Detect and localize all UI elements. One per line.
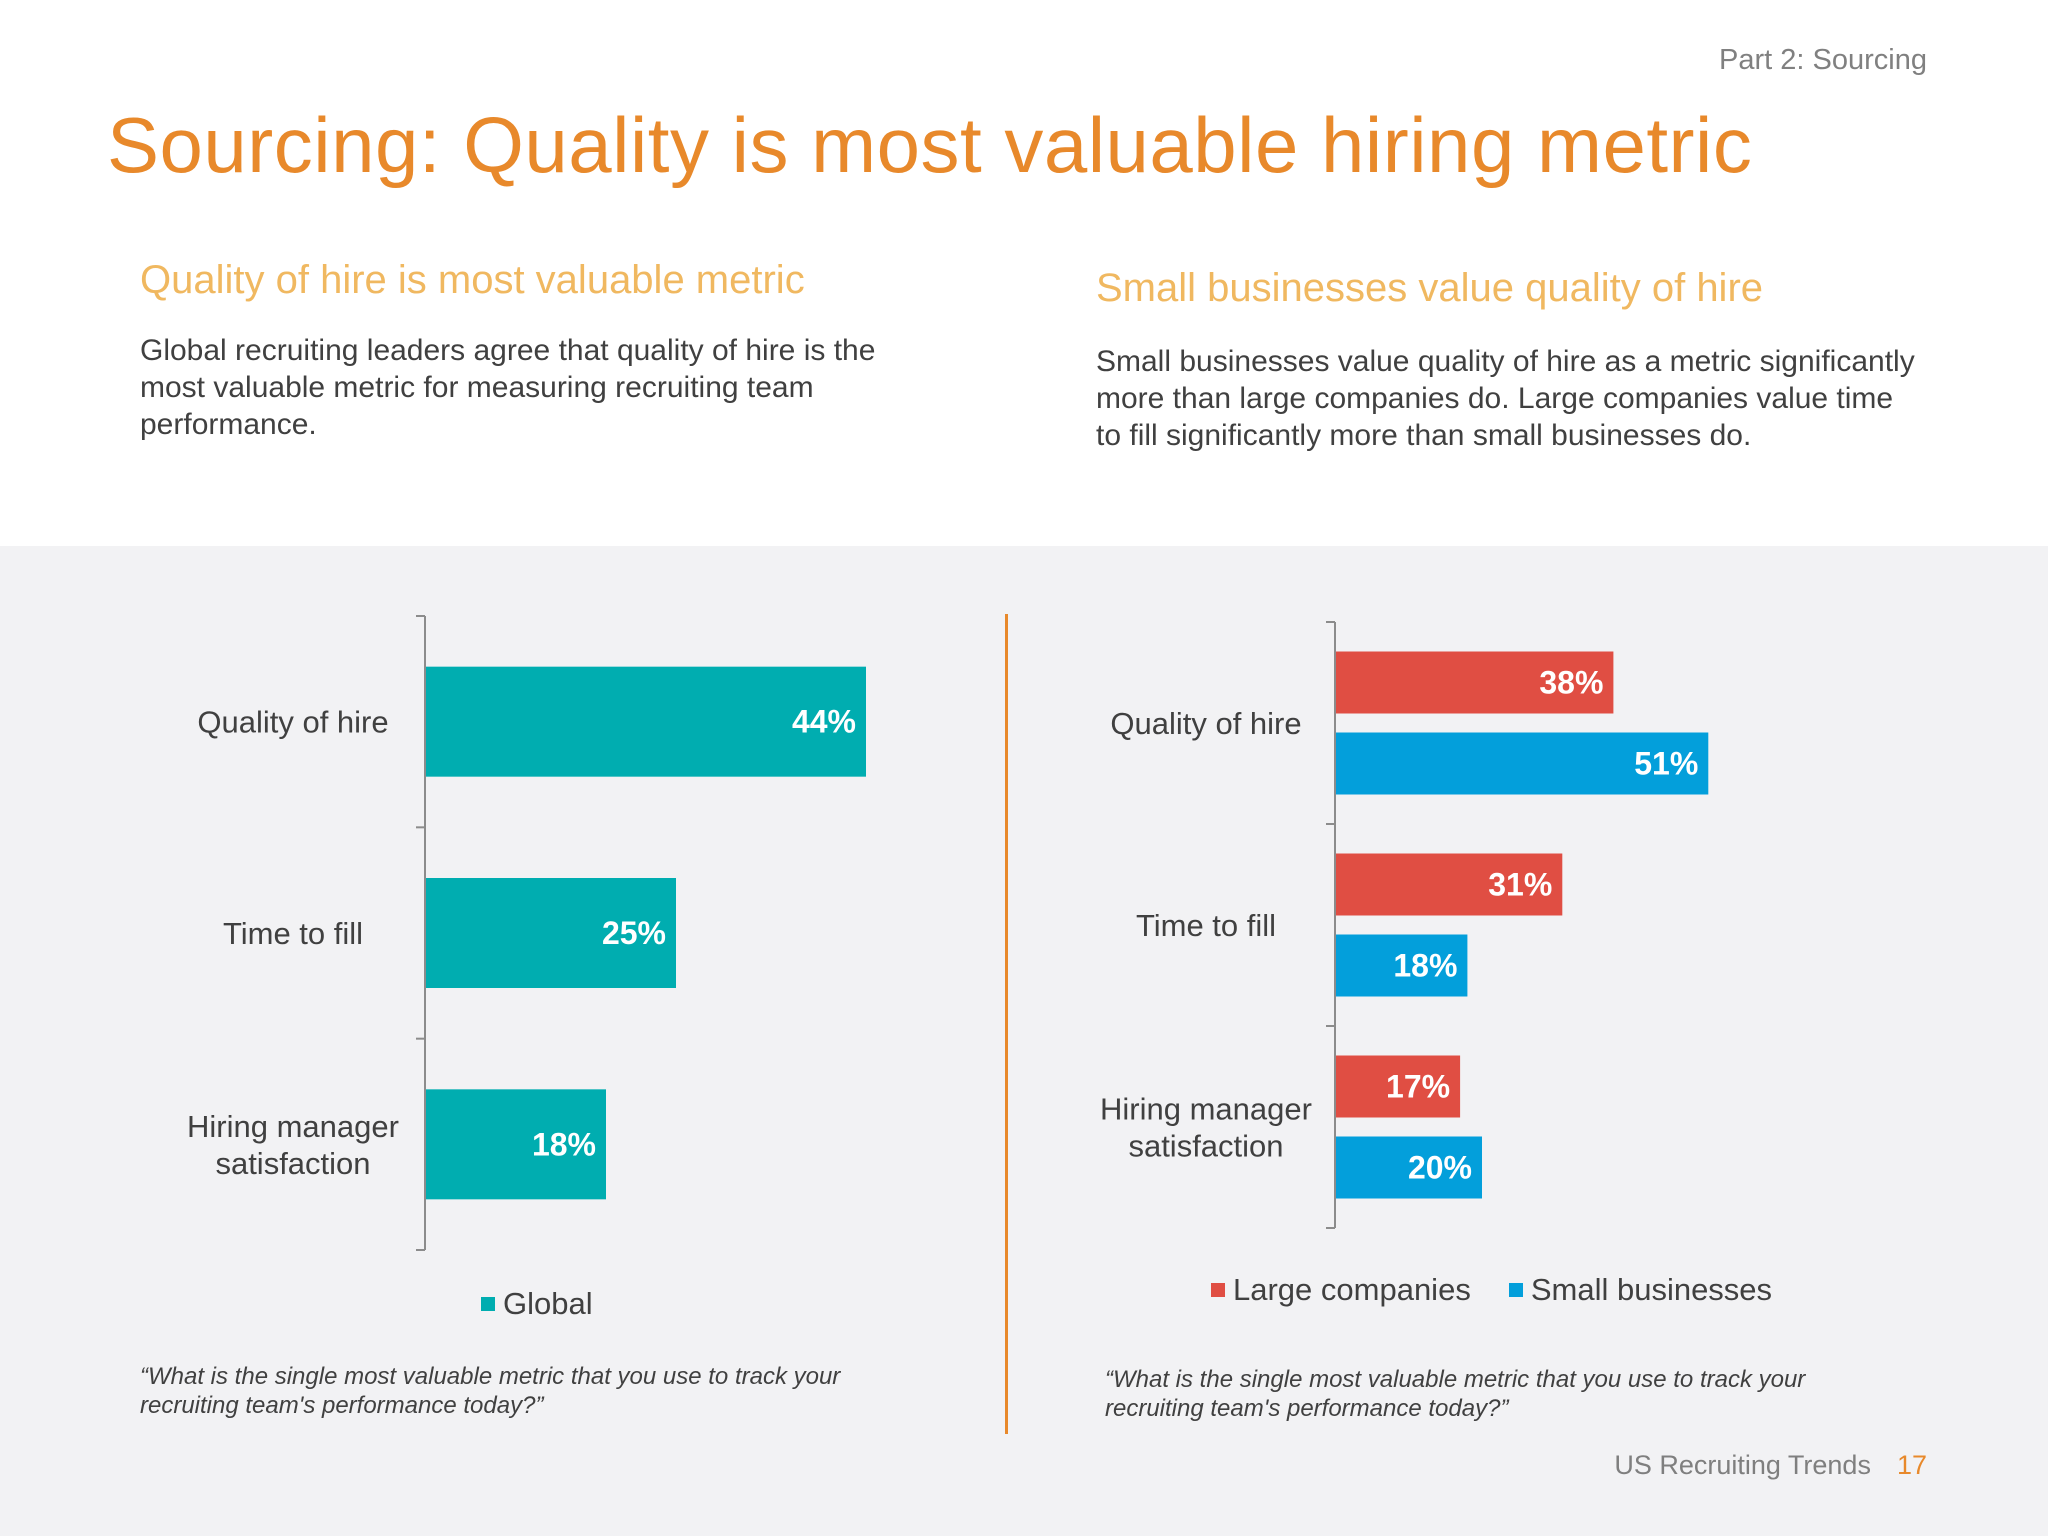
right-column-heading: Small businesses value quality of hire — [1096, 266, 1764, 310]
value-label-global-quality-of-hire: 44% — [792, 704, 856, 740]
category-label-quality-of-hire: Quality of hire — [1110, 706, 1301, 741]
legend-item-global: Global — [481, 1286, 593, 1322]
section-label: Part 2: Sourcing — [1719, 44, 1927, 76]
company-size-survey-question: “What is the single most valuable metric… — [1105, 1366, 1806, 1422]
right-column-body: Small businesses value quality of hire a… — [1096, 345, 1915, 452]
category-label-hiring-manager-satisfaction: Hiring manager satisfaction — [187, 1109, 399, 1181]
value-label-large-companies-hiring-manager-satisfaction: 17% — [1386, 1069, 1450, 1105]
chart-region — [0, 546, 2048, 1536]
value-label-small-businesses-time-to-fill: 18% — [1393, 948, 1457, 984]
category-label-time-to-fill: Time to fill — [1136, 908, 1276, 943]
report-name: US Recruiting Trends — [1614, 1450, 1871, 1480]
company-size-chart-legend: Large companies Small businesses — [1211, 1272, 1810, 1308]
left-column-heading: Quality of hire is most valuable metric — [140, 258, 805, 302]
legend-swatch-small-businesses — [1508, 1283, 1523, 1297]
value-label-large-companies-quality-of-hire: 38% — [1539, 665, 1603, 701]
legend-label-small-businesses: Small businesses — [1530, 1272, 1773, 1307]
global-chart-legend: Global — [481, 1286, 631, 1322]
category-label-quality-of-hire: Quality of hire — [197, 705, 388, 740]
bar-small-businesses-quality-of-hire — [1336, 732, 1709, 795]
bar-large-companies-time-to-fill — [1336, 853, 1563, 916]
company-size-metric-chart: Quality of hire 38% 51% Time to fill 31% 18% H… — [1100, 621, 1709, 1229]
legend-label-large-companies: Large companies — [1233, 1272, 1471, 1307]
legend-swatch-global — [481, 1297, 495, 1311]
value-label-global-hiring-manager-satisfaction: 18% — [532, 1126, 596, 1162]
category-label-time-to-fill: Time to fill — [223, 916, 363, 951]
page-number: 17 — [1896, 1450, 1927, 1480]
value-label-small-businesses-hiring-manager-satisfaction: 20% — [1408, 1150, 1472, 1186]
bar-large-companies-hiring-manager-satisfaction — [1336, 1055, 1461, 1118]
legend-item-large-companies: Large companies — [1211, 1272, 1471, 1308]
bar-large-companies-quality-of-hire — [1336, 651, 1614, 714]
global-survey-question: “What is the single most valuable metric… — [140, 1363, 841, 1419]
column-divider — [1005, 614, 1008, 1434]
value-label-global-time-to-fill: 25% — [602, 915, 666, 951]
bar-global-hiring-manager-satisfaction — [426, 1089, 606, 1200]
legend-item-small-businesses: Small businesses — [1508, 1272, 1773, 1308]
value-label-large-companies-time-to-fill: 31% — [1488, 867, 1552, 903]
bar-global-time-to-fill — [426, 878, 676, 988]
global-metric-chart: Quality of hire 44% Time to fill 25% Hiring … — [187, 615, 866, 1251]
bar-small-businesses-hiring-manager-satisfaction — [1336, 1136, 1482, 1199]
footer: US Recruiting Trends 17 — [1614, 1450, 1927, 1481]
legend-swatch-large-companies — [1211, 1283, 1225, 1297]
left-column-body: Global recruiting leaders agree that qua… — [140, 334, 876, 441]
category-label-hiring-manager-satisfaction: Hiring manager satisfaction — [1100, 1092, 1312, 1164]
page-title: Sourcing: Quality is most valuable hirin… — [107, 101, 1753, 189]
bar-global-quality-of-hire — [426, 666, 866, 777]
value-label-small-businesses-quality-of-hire: 51% — [1634, 746, 1698, 782]
header-region — [0, 0, 2048, 546]
legend-label-global: Global — [503, 1286, 593, 1321]
bar-small-businesses-time-to-fill — [1336, 934, 1468, 997]
